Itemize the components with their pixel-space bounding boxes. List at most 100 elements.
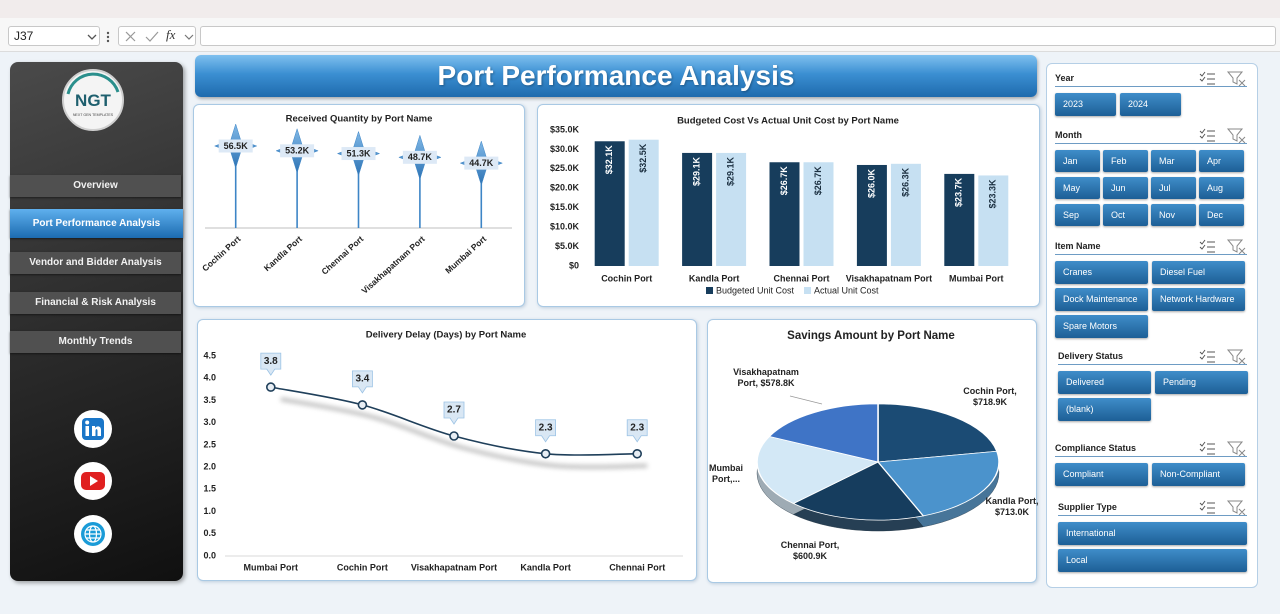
slicer-button[interactable]: Cranes bbox=[1055, 261, 1148, 284]
slicer-button[interactable]: Non-Compliant bbox=[1152, 463, 1245, 486]
y-tick-label: 3.0 bbox=[203, 417, 216, 427]
slicer-button[interactable]: Sep bbox=[1055, 204, 1100, 226]
nav-button[interactable]: Vendor and Bidder Analysis bbox=[10, 252, 181, 274]
multi-select-icon[interactable] bbox=[1199, 500, 1215, 514]
slicer-button[interactable]: 2023 bbox=[1055, 93, 1116, 116]
y-tick-label: $0 bbox=[569, 260, 579, 270]
data-label-box bbox=[218, 139, 253, 153]
bar bbox=[944, 173, 975, 266]
y-tick-label: 2.0 bbox=[203, 461, 216, 471]
slicer-header-icons bbox=[1199, 500, 1246, 516]
data-label: $26.0K bbox=[866, 168, 876, 198]
dropdown-icon[interactable] bbox=[86, 32, 98, 42]
slicer-button[interactable]: Dec bbox=[1199, 204, 1244, 226]
data-label: $32.5K bbox=[638, 143, 648, 173]
clear-filter-icon[interactable] bbox=[1226, 239, 1246, 255]
multi-select-icon[interactable] bbox=[1199, 71, 1215, 85]
data-label: 2.3 bbox=[539, 422, 553, 433]
data-label: 56.5K bbox=[224, 141, 249, 151]
dropdown-icon[interactable] bbox=[183, 32, 195, 42]
nav-button[interactable]: Overview bbox=[10, 175, 181, 197]
slicer-button[interactable]: Apr bbox=[1199, 150, 1244, 172]
nav-button[interactable]: Port Performance Analysis bbox=[10, 209, 183, 238]
formula-bar: J37 fx bbox=[0, 18, 1280, 52]
y-tick-label: 2.5 bbox=[203, 439, 216, 449]
logo: NGT NEXT GEN TEMPLATES bbox=[62, 69, 124, 131]
slicer-button[interactable]: Local bbox=[1058, 549, 1247, 572]
cancel-enter-icons[interactable] bbox=[124, 30, 164, 44]
chart-panel bbox=[197, 319, 697, 581]
slicer-button[interactable]: Jan bbox=[1055, 150, 1100, 172]
line-marker bbox=[357, 400, 368, 410]
y-tick-label: $15.0K bbox=[550, 202, 580, 212]
slicer-title: Supplier Type bbox=[1058, 502, 1117, 512]
slicer-button[interactable]: Nov bbox=[1151, 204, 1196, 226]
nav-button[interactable]: Monthly Trends bbox=[10, 331, 181, 353]
x-tick-label: Cochin Port bbox=[200, 234, 243, 274]
slicer-button[interactable]: Compliant bbox=[1055, 463, 1148, 486]
data-label-box bbox=[626, 419, 648, 443]
slicer-button[interactable]: 2024 bbox=[1120, 93, 1181, 116]
slicer-button[interactable]: Delivered bbox=[1058, 371, 1151, 394]
y-tick-label: 0.5 bbox=[203, 528, 216, 538]
clear-filter-icon[interactable] bbox=[1226, 441, 1246, 457]
slicer-button[interactable]: Jul bbox=[1151, 177, 1196, 199]
slicer-button[interactable]: Diesel Fuel bbox=[1152, 261, 1245, 284]
data-label: 2.3 bbox=[630, 422, 644, 433]
x-tick-label: Kandla Port bbox=[689, 273, 740, 283]
data-label: $23.7K bbox=[954, 177, 964, 207]
legend-swatch bbox=[804, 287, 811, 294]
clear-filter-icon[interactable] bbox=[1226, 128, 1246, 144]
formula-input[interactable] bbox=[200, 26, 1276, 46]
slicer-button[interactable]: Spare Motors bbox=[1055, 315, 1148, 338]
chart-title: Budgeted Cost Vs Actual Unit Cost by Por… bbox=[677, 116, 899, 127]
slicer-button[interactable]: Dock Maintenance bbox=[1055, 288, 1148, 311]
slicer-button[interactable]: Pending bbox=[1155, 371, 1248, 394]
data-label-box bbox=[443, 401, 465, 425]
x-tick-label: Kandla Port bbox=[262, 234, 304, 273]
slicer-button[interactable]: Jun bbox=[1103, 177, 1148, 199]
slicer-button[interactable]: (blank) bbox=[1058, 398, 1151, 421]
dashboard-title: Port Performance Analysis bbox=[195, 55, 1037, 97]
slicer-button[interactable]: International bbox=[1058, 522, 1247, 545]
website-icon[interactable] bbox=[74, 515, 112, 553]
slicer-button[interactable]: Aug bbox=[1199, 177, 1244, 199]
x-tick-label: Mumbai Port bbox=[443, 234, 488, 276]
clear-filter-icon[interactable] bbox=[1226, 349, 1246, 365]
x-tick-label: Mumbai Port bbox=[244, 562, 299, 572]
data-label: $26.7K bbox=[779, 166, 789, 196]
slicer-button[interactable]: Network Hardware bbox=[1152, 288, 1245, 311]
line-marker bbox=[265, 382, 276, 392]
linkedin-icon[interactable] bbox=[74, 410, 112, 448]
bar bbox=[978, 175, 1009, 266]
multi-select-icon[interactable] bbox=[1199, 128, 1215, 142]
title-bar bbox=[0, 0, 1280, 18]
x-tick-label: Kandla Port bbox=[520, 562, 571, 572]
name-box[interactable]: J37 bbox=[8, 26, 100, 46]
slicer-button[interactable]: Feb bbox=[1103, 150, 1148, 172]
multi-select-icon[interactable] bbox=[1199, 349, 1215, 363]
y-tick-label: $35.0K bbox=[550, 124, 580, 134]
data-label: $32.1K bbox=[604, 145, 614, 175]
bar bbox=[769, 162, 800, 266]
clear-filter-icon[interactable] bbox=[1226, 71, 1246, 87]
slicer-button[interactable]: Oct bbox=[1103, 204, 1148, 226]
multi-select-icon[interactable] bbox=[1199, 239, 1215, 253]
insert-function[interactable]: fx bbox=[166, 27, 176, 42]
x-tick-label: Mumbai Port bbox=[949, 273, 1004, 283]
clear-filter-icon[interactable] bbox=[1226, 500, 1246, 516]
nav-button[interactable]: Financial & Risk Analysis bbox=[10, 292, 181, 314]
multi-select-icon[interactable] bbox=[1199, 441, 1215, 455]
logo-text: NGT bbox=[75, 91, 112, 110]
slicer-divider bbox=[1055, 86, 1247, 87]
more-icon[interactable] bbox=[104, 30, 112, 44]
slicer-title: Month bbox=[1055, 130, 1082, 140]
slicer-button[interactable]: May bbox=[1055, 177, 1100, 199]
data-label: 48.7K bbox=[408, 152, 433, 162]
data-label-box bbox=[260, 352, 282, 376]
slicer-button[interactable]: Mar bbox=[1151, 150, 1196, 172]
youtube-icon[interactable] bbox=[74, 462, 112, 500]
